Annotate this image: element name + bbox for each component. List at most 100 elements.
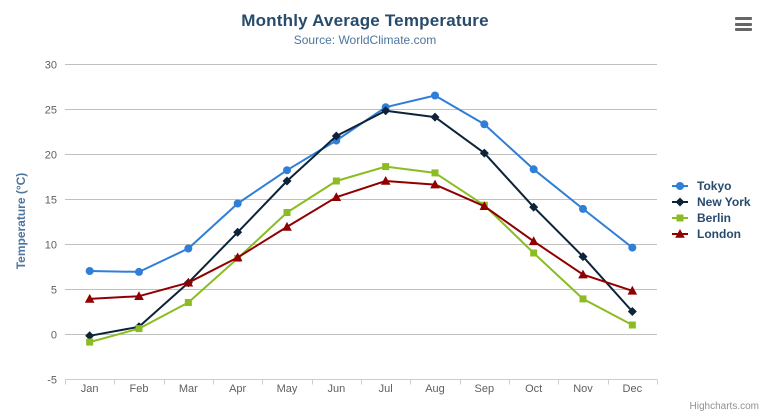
series-line-new-york [88, 109, 634, 337]
triangle-marker [84, 293, 95, 303]
triangle-marker [528, 236, 539, 246]
triangle-marker [380, 176, 391, 185]
diamond-marker [479, 148, 489, 158]
triangle-marker [578, 269, 588, 279]
circle-marker [283, 166, 291, 175]
chart-subtitle: Source: WorldClimate.com [293, 33, 437, 47]
square-marker [283, 209, 291, 216]
x-tick-label: Jun [327, 383, 345, 395]
x-tick-label: Apr [229, 383, 246, 395]
diamond-marker [233, 227, 243, 237]
diamond-marker [675, 197, 685, 207]
x-tick-label: Nov [573, 383, 593, 395]
triangle-marker [479, 201, 490, 210]
triangle-marker [183, 277, 194, 287]
square-marker [184, 299, 192, 306]
triangle-marker [675, 229, 685, 238]
legend: Tokyo New York Berlin London [672, 178, 751, 242]
series-line-berlin [88, 165, 634, 344]
triangle-marker [430, 179, 440, 189]
circle-marker [184, 244, 193, 253]
circle-marker [480, 120, 489, 129]
legend-item-london[interactable]: London [672, 226, 751, 242]
x-tick-label: Sep [475, 383, 495, 395]
x-axis [65, 379, 658, 385]
circle-marker [85, 267, 94, 275]
export-menu-button[interactable] [735, 17, 752, 31]
diamond-marker [85, 331, 95, 341]
diamond-marker [627, 307, 637, 316]
diamond-marker [282, 176, 292, 186]
legend-marker-triangle-icon [672, 229, 688, 238]
x-tick-label: Jul [379, 383, 393, 395]
diamond-marker [430, 112, 440, 122]
square-marker [579, 295, 587, 303]
x-tick-label: Jan [81, 383, 99, 395]
circle-marker [431, 91, 439, 100]
diamond-marker [331, 131, 341, 141]
gridlines [65, 64, 657, 380]
circle-marker [676, 182, 684, 190]
hamburger-icon [735, 22, 752, 26]
x-tick-label: Feb [130, 383, 149, 395]
triangle-marker [282, 221, 292, 231]
legend-label: London [697, 227, 741, 241]
triangle-marker [331, 192, 342, 201]
square-marker [676, 214, 684, 222]
y-tick-label: -5 [47, 375, 57, 387]
x-tick-label: Dec [623, 383, 643, 395]
series-tokyo[interactable] [85, 91, 637, 276]
square-marker [530, 249, 538, 257]
chart-title: Monthly Average Temperature [241, 11, 489, 30]
series-line-tokyo [88, 94, 634, 273]
axis-tick-labels: -5 0 5 10 15 20 25 30 Jan Feb Mar Apr May Jun Jul Aug Se… [45, 60, 643, 396]
triangle-marker [134, 291, 144, 300]
y-tick-label: 15 [45, 195, 57, 207]
x-tick-label: Oct [525, 383, 542, 395]
legend-label: Tokyo [697, 179, 732, 193]
diamond-marker [578, 252, 588, 262]
series-line-london [88, 180, 634, 300]
circle-marker [233, 199, 242, 208]
y-tick-label: 10 [45, 240, 57, 252]
diamond-marker [529, 202, 539, 212]
legend-item-new-york[interactable]: New York [672, 194, 751, 210]
legend-item-berlin[interactable]: Berlin [672, 210, 751, 226]
legend-marker-square-icon [672, 214, 688, 222]
circle-marker [529, 165, 538, 174]
credits-link[interactable]: Highcharts.com [689, 401, 759, 412]
square-marker [628, 321, 636, 329]
square-marker [382, 163, 390, 171]
y-tick-label: 20 [45, 150, 57, 162]
y-tick-label: 5 [51, 285, 57, 297]
y-tick-label: 30 [45, 60, 57, 72]
legend-label: New York [697, 195, 751, 209]
square-marker [135, 325, 143, 333]
circle-marker [579, 204, 587, 213]
x-tick-label: May [277, 383, 298, 395]
legend-marker-circle-icon [672, 182, 688, 190]
triangle-marker [627, 285, 638, 295]
series-london[interactable] [84, 176, 638, 303]
square-marker [332, 177, 340, 185]
hamburger-icon [735, 17, 752, 20]
x-tick-label: Aug [425, 383, 445, 395]
y-axis-title: Temperature (°C) [14, 173, 28, 270]
square-marker [86, 338, 94, 346]
circle-marker [628, 243, 637, 252]
triangle-marker [232, 252, 243, 262]
series-new-york[interactable] [85, 106, 637, 341]
diamond-marker [381, 106, 391, 116]
square-marker [431, 169, 439, 177]
x-tick-label: Mar [179, 383, 198, 395]
legend-marker-diamond-icon [672, 197, 688, 207]
series-layer [84, 91, 638, 346]
legend-item-tokyo[interactable]: Tokyo [672, 178, 751, 194]
y-tick-label: 25 [45, 105, 57, 117]
circle-marker [135, 267, 143, 276]
legend-label: Berlin [697, 211, 732, 225]
hamburger-icon [735, 28, 752, 31]
y-tick-label: 0 [51, 330, 57, 342]
